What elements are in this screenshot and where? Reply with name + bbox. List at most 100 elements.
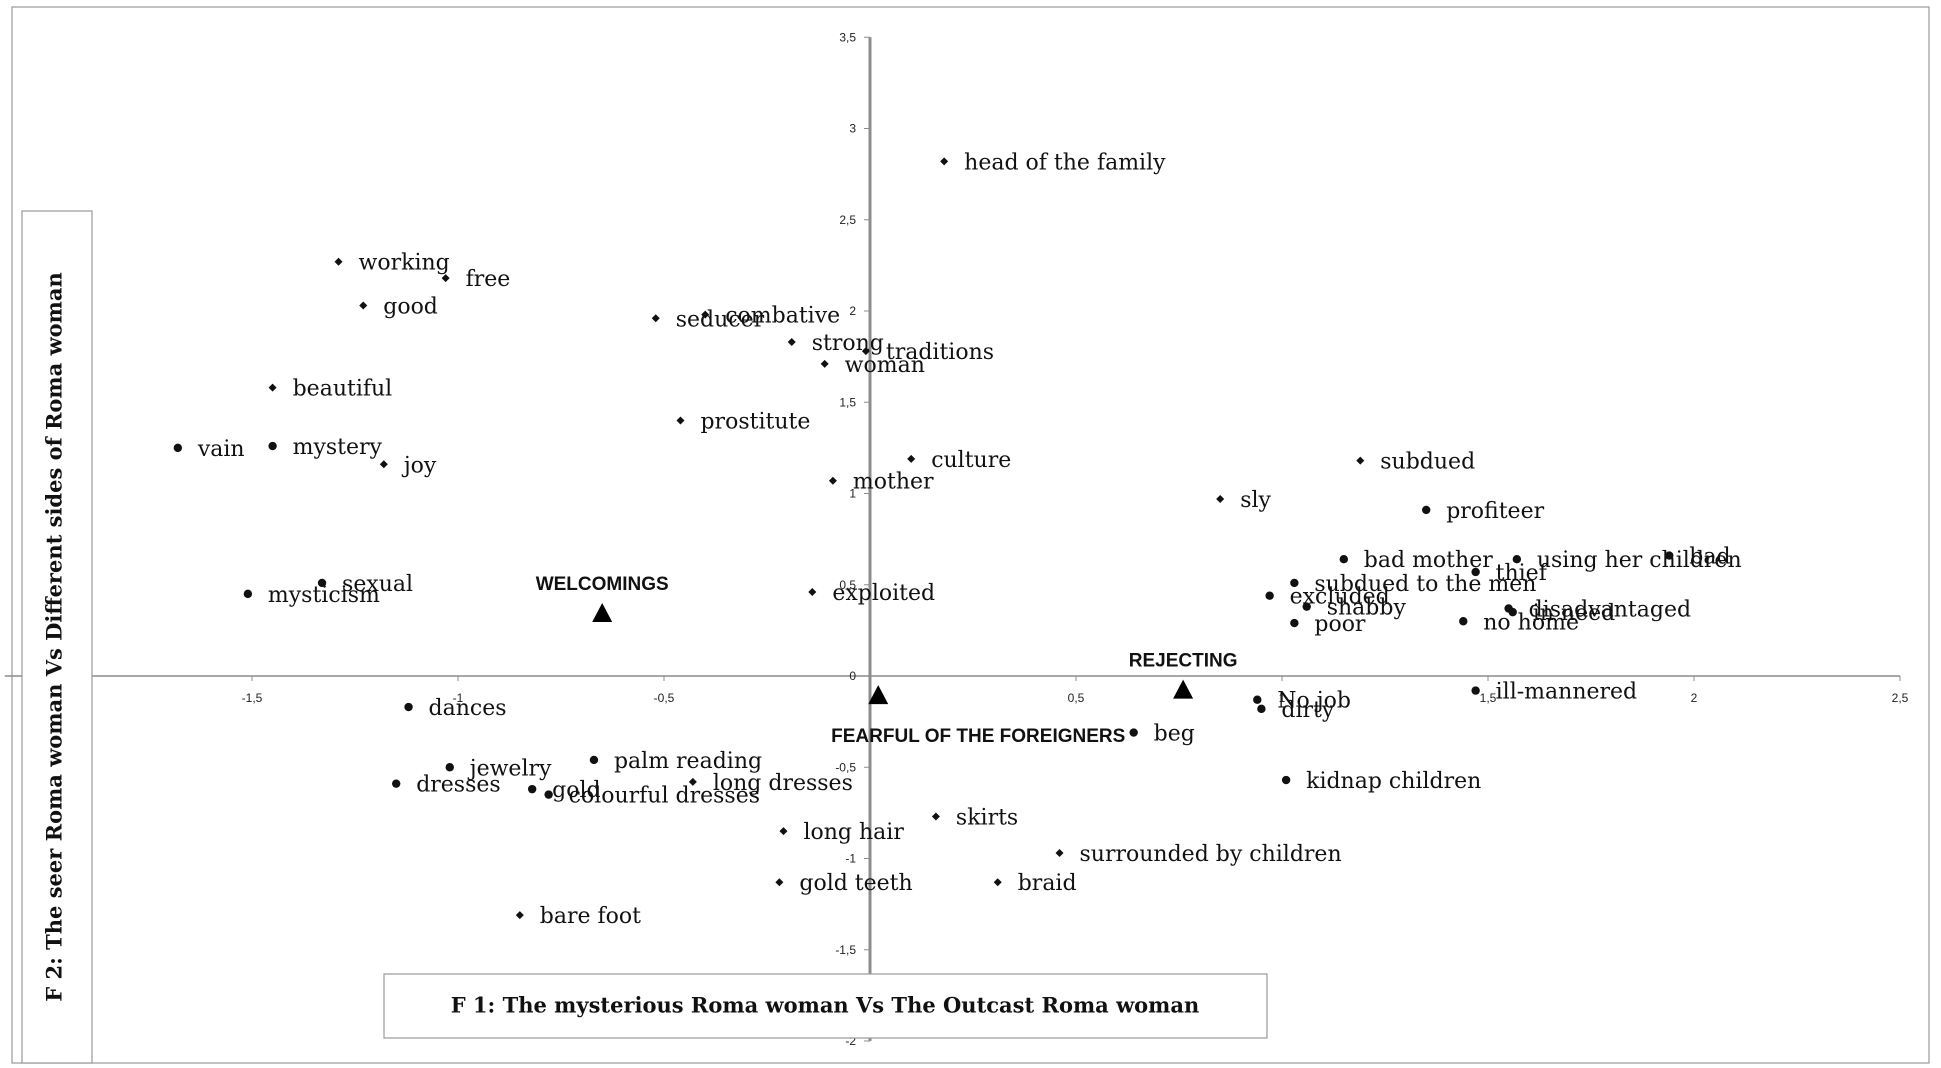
point-label: beautiful [293, 377, 393, 402]
point-label: profiteer [1446, 499, 1544, 524]
point-label: combative [725, 304, 840, 329]
point-label: surrounded by children [1080, 842, 1342, 867]
y-tick-label: -1 [845, 852, 856, 866]
point-marker [1512, 555, 1522, 564]
point-marker [651, 314, 660, 323]
point-marker [359, 301, 368, 310]
point-label: No job [1277, 689, 1351, 714]
point-marker [1129, 728, 1138, 737]
point-marker [589, 755, 599, 765]
point-marker [515, 911, 524, 920]
point-marker [828, 476, 837, 485]
point-label: poor [1314, 612, 1366, 637]
y-axis-ticks: -2 -1,5 -1 -0,5 0 0,5 1 1,5 2 2,5 3 3,5 [835, 30, 870, 1048]
point-marker [1257, 704, 1266, 714]
point-marker [775, 878, 784, 887]
point-label: disadvantaged [1529, 597, 1691, 622]
point-marker [544, 790, 553, 799]
point-marker [787, 338, 796, 347]
y-tick-label: 3,5 [839, 30, 856, 44]
point-label: mystery [293, 435, 383, 460]
x-tick-label: 1 [1279, 691, 1286, 705]
point-marker [1265, 591, 1274, 600]
x-tick-label: 0,5 [1068, 691, 1085, 705]
point-label: bare foot [540, 904, 641, 929]
point-marker [1356, 456, 1365, 465]
point-label: long dresses [713, 771, 853, 796]
point-marker [268, 383, 277, 392]
group-label: FEARFUL OF THE FOREIGNERS [831, 726, 1125, 747]
point-marker [392, 779, 401, 788]
y-tick-label: -2 [845, 1034, 856, 1048]
point-label: dresses [416, 773, 501, 798]
point-marker [820, 359, 829, 368]
point-marker [993, 878, 1002, 887]
y-tick-label: 3 [849, 122, 856, 136]
point-label: vain [197, 437, 245, 462]
point-label: traditions [886, 340, 994, 365]
point-marker [808, 588, 817, 597]
chart-border [11, 6, 1930, 1064]
group-points: WELCOMINGS FEARFUL OF THE FOREIGNERS REJEC… [536, 574, 1238, 747]
point-label: sexual [342, 572, 413, 597]
y-tick-label: 2,5 [839, 213, 856, 227]
point-marker [1508, 607, 1517, 617]
point-marker [1290, 618, 1299, 628]
point-marker [861, 347, 870, 356]
point-marker [173, 443, 183, 453]
point-label: gold [552, 778, 600, 803]
point-label: sly [1240, 488, 1271, 513]
y-tick-label: 2 [849, 304, 856, 318]
point-label: braid [1018, 871, 1077, 896]
point-marker [379, 460, 388, 469]
point-label: bad mother [1364, 548, 1493, 573]
group-label: REJECTING [1129, 651, 1238, 672]
point-label: working [359, 251, 450, 276]
x-tick-label: -1,5 [242, 691, 263, 705]
point-label: good [383, 295, 438, 320]
group-marker [1173, 679, 1194, 699]
point-label: joy [401, 453, 437, 478]
point-marker [907, 454, 916, 463]
point-marker [1665, 551, 1674, 560]
x-tick-label: -1 [453, 691, 464, 705]
point-label: no home [1483, 610, 1579, 635]
point-label: mysticism [268, 583, 380, 608]
point-label: in need [1533, 601, 1616, 626]
x-axis-ticks: -1,5 -1 -0,5 0,5 1 1,5 2 2,5 [242, 676, 1909, 705]
point-label: using her children [1537, 548, 1742, 573]
data-points: head of the family working free good combati… [173, 150, 1742, 929]
point-label: strong [812, 331, 884, 356]
group-label: WELCOMINGS [536, 574, 669, 595]
point-label: kidnap children [1306, 769, 1481, 794]
point-label: dances [429, 696, 507, 721]
point-marker [268, 441, 277, 451]
point-label: head of the family [964, 150, 1166, 175]
point-marker [1281, 775, 1291, 785]
point-marker [1459, 617, 1468, 626]
point-marker [1302, 602, 1311, 611]
point-label: skirts [956, 806, 1018, 831]
y-tick-label: 0,5 [839, 578, 856, 592]
point-label: woman [845, 353, 925, 378]
point-marker [1253, 695, 1262, 704]
y-tick-label: 1 [849, 487, 856, 501]
point-label: palm reading [614, 749, 762, 774]
point-label: dirty [1281, 698, 1334, 723]
point-label: bad [1689, 545, 1730, 570]
point-marker [441, 274, 450, 283]
point-marker [317, 578, 327, 588]
x-tick-label: 1,5 [1480, 691, 1497, 705]
x-axis-title-box [383, 973, 1268, 1039]
x-axis-title: F 1: The mysterious Roma woman Vs The Ou… [451, 993, 1200, 1018]
point-label: thief [1496, 561, 1549, 586]
group-marker [868, 685, 889, 705]
point-label: beg [1154, 722, 1195, 747]
point-marker [701, 310, 710, 319]
point-marker [779, 827, 788, 836]
point-marker [404, 702, 413, 712]
point-marker [1339, 555, 1349, 564]
point-label: ill-mannered [1496, 680, 1638, 705]
point-marker [1471, 686, 1480, 695]
